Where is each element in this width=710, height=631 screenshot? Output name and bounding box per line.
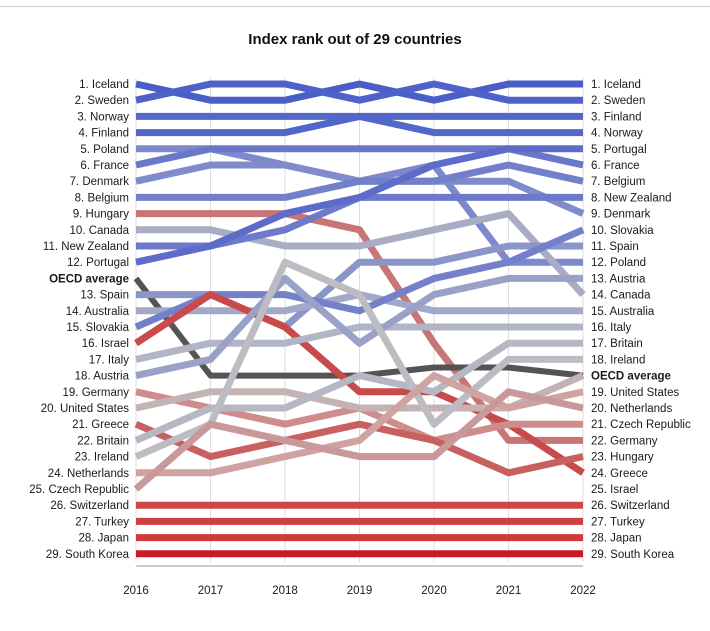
right-label: 23. Hungary [591,452,654,464]
right-label: 24. Greece [591,468,648,480]
right-label: 27. Turkey [591,516,645,528]
right-label: 14. Canada [591,290,651,302]
left-label: 16. Israel [82,338,129,350]
right-label: 11. Spain [591,241,639,253]
left-label: 17. Italy [89,354,130,366]
x-tick-label-2020: 2020 [421,585,447,597]
right-label: 5. Portugal [591,144,647,156]
right-label: 19. United States [591,387,679,399]
series-line-austria [135,274,583,380]
left-label: 27. Turkey [75,516,129,528]
right-label: 29. South Korea [591,549,675,561]
right-label: 10. Slovakia [591,225,654,237]
series-line-czech-republic [133,388,584,492]
series-line-sweden [135,80,583,104]
left-label: 6. France [80,160,129,172]
series-line-portugal [135,145,583,266]
x-tick-label-2018: 2018 [272,585,298,597]
left-label: 25. Czech Republic [29,484,129,496]
series-line-finland [136,112,583,137]
left-label: 2. Sweden [75,95,129,107]
left-label: 9. Hungary [73,209,130,221]
right-label: 20. Netherlands [591,403,672,415]
left-label: 3. Norway [77,111,129,123]
left-label: 4. Finland [78,128,129,140]
left-label: OECD average [49,273,129,285]
series-line-italy [135,323,583,363]
x-tick-label-2022: 2022 [570,585,596,597]
x-tick-label-2019: 2019 [347,585,373,597]
right-label: 9. Denmark [591,209,651,221]
series-line-belgium [136,161,584,201]
left-label: 14. Australia [66,306,130,318]
left-label: 22. Britain [77,435,129,447]
right-label: 21. Czech Republic [591,419,691,431]
left-label: 28. Japan [78,533,129,545]
series-line-hungary [136,210,583,444]
top-divider [0,6,710,7]
series-line-iceland [135,80,583,104]
right-label: 22. Germany [591,435,658,447]
series-line-britain [134,339,583,444]
right-label: 4. Norway [591,128,643,140]
right-label: 15. Australia [591,306,655,318]
left-label: 15. Slovakia [66,322,129,334]
series-line-canada [136,210,586,297]
right-label: 2. Sweden [591,95,645,107]
chart-title: Index rank out of 29 countries [248,31,462,48]
left-label: 7. Denmark [70,176,130,188]
right-label: 13. Austria [591,273,646,285]
x-tick-label-2016: 2016 [123,585,149,597]
series-line-greece [134,420,584,477]
left-label: 13. Spain [80,290,129,302]
left-label: 23. Ireland [75,452,129,464]
left-label: 20. United States [41,403,129,415]
right-label: 17. Britain [591,338,643,350]
x-tick-label-2017: 2017 [198,585,224,597]
right-label: OECD average [591,371,671,383]
right-label: 12. Poland [591,257,646,269]
left-label: 10. Canada [70,225,130,237]
left-label: 19. Germany [63,387,130,399]
right-label: 8. New Zealand [591,192,672,204]
left-label: 21. Greece [72,419,129,431]
series-line-netherlands [136,372,584,477]
right-label: 3. Finland [591,111,642,123]
left-label: 11. New Zealand [43,241,129,253]
left-label: 18. Austria [75,371,130,383]
right-label: 1. Iceland [591,79,641,91]
right-label: 28. Japan [591,533,642,545]
left-label: 12. Portugal [67,257,129,269]
x-tick-label-2021: 2021 [496,585,522,597]
right-label: 7. Belgium [591,176,645,188]
right-label: 25. Israel [591,484,638,496]
left-label: 8. Belgium [75,192,129,204]
left-label: 1. Iceland [79,79,129,91]
left-label: 24. Netherlands [48,468,129,480]
left-label: 29. South Korea [46,549,130,561]
right-label: 18. Ireland [591,354,645,366]
right-label: 16. Italy [591,322,632,334]
right-label: 26. Switzerland [591,500,670,512]
right-label: 6. France [591,160,640,172]
left-label: 5. Poland [80,144,129,156]
left-label: 26. Switzerland [50,500,129,512]
